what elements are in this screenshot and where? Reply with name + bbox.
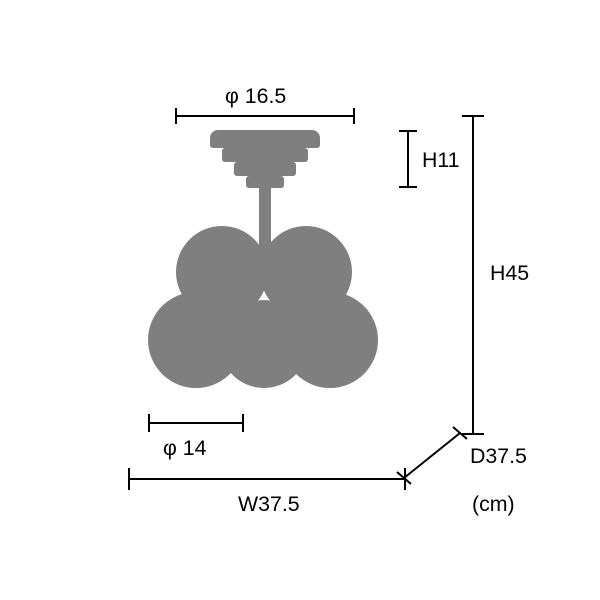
diagram-canvas: φ 16.5 H11 H45 φ 14 W37.5 D37.5 (cm) — [0, 0, 600, 600]
label-total-height: H45 — [490, 261, 529, 286]
dim-tick — [399, 130, 417, 132]
inner-stem — [260, 318, 270, 366]
dim-tick — [175, 108, 177, 124]
dim-line-canopy-height — [407, 130, 409, 188]
canopy-step2 — [234, 162, 296, 176]
dim-tick — [148, 414, 150, 432]
globe-lower-right — [282, 292, 378, 388]
canopy-step3 — [246, 176, 284, 188]
label-canopy-diameter: φ 16.5 — [225, 84, 286, 109]
dim-tick — [242, 414, 244, 432]
label-width: W37.5 — [238, 492, 300, 517]
dim-tick — [462, 115, 484, 117]
canopy-top — [210, 130, 320, 148]
dim-tick — [128, 468, 130, 490]
label-depth: D37.5 — [470, 444, 527, 469]
dim-line-canopy-diameter — [175, 115, 355, 117]
dim-tick — [399, 186, 417, 188]
dim-line-globe-diameter — [148, 422, 244, 424]
label-globe-diameter: φ 14 — [163, 436, 206, 461]
dim-line-depth — [404, 433, 474, 493]
dim-tick — [353, 108, 355, 124]
label-canopy-height: H11 — [422, 148, 460, 173]
dim-line-width — [128, 478, 406, 480]
canopy-step1 — [222, 148, 308, 162]
dim-line-total-height — [472, 115, 474, 435]
label-unit: (cm) — [472, 492, 515, 517]
